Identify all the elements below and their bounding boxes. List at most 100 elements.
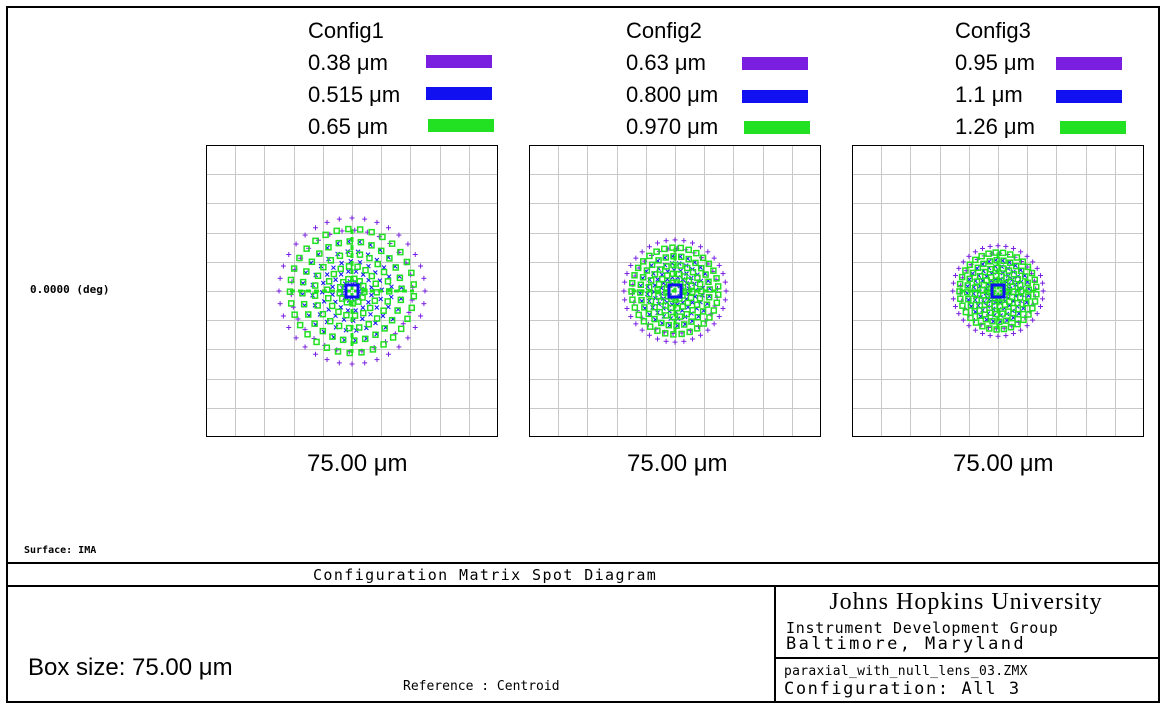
ray-square-marker — [967, 302, 975, 309]
config1-title: Config1 — [308, 18, 384, 43]
spot-center-core — [344, 283, 360, 299]
ray-plus-marker — [277, 301, 283, 307]
spot-panel-config3 — [852, 145, 1144, 437]
ray-x-marker — [330, 284, 335, 290]
ray-square-marker — [1012, 262, 1020, 270]
ray-plus-marker — [374, 219, 380, 225]
ray-square-marker — [658, 319, 665, 327]
ray-square-marker — [958, 273, 966, 281]
ray-plus-marker — [412, 325, 418, 330]
ray-square-marker — [392, 264, 399, 271]
ray-plus-marker — [396, 232, 402, 238]
ray-square-marker — [377, 247, 385, 255]
ray-plus-marker — [412, 252, 418, 257]
ray-x-marker — [360, 316, 365, 322]
ray-plus-marker — [672, 339, 678, 345]
ray-x-marker — [320, 280, 326, 286]
ray-plus-marker — [956, 265, 962, 271]
ray-square-marker — [358, 349, 365, 356]
institution-name: Johns Hopkins University — [829, 589, 1103, 615]
ray-square-marker — [356, 251, 364, 258]
ray-plus-marker — [966, 253, 972, 259]
ray-plus-marker — [1038, 303, 1044, 309]
ray-plus-marker — [655, 336, 661, 342]
ray-square-marker — [335, 239, 343, 247]
ray-plus-marker — [960, 259, 966, 265]
title-row-border — [6, 585, 1160, 587]
ray-square-marker — [1005, 298, 1013, 305]
config3-wavelength-2: 1.1 μm — [955, 82, 1023, 107]
ray-square-marker — [372, 280, 379, 288]
ray-square-marker — [959, 302, 966, 309]
ray-square-marker — [1029, 305, 1036, 312]
ray-square-marker — [659, 275, 666, 283]
ray-square-marker — [360, 309, 367, 317]
config3-swatch-3 — [1060, 121, 1126, 134]
ray-square-marker — [646, 252, 653, 260]
ray-x-marker — [353, 269, 359, 274]
ray-plus-marker — [1003, 333, 1009, 339]
ray-plus-marker — [672, 237, 678, 243]
ray-square-marker — [1023, 299, 1030, 307]
institution-group: Instrument Development Group — [786, 619, 1059, 637]
ray-square-marker — [1003, 274, 1010, 282]
ray-square-marker — [651, 271, 659, 278]
ray-square-marker — [637, 281, 645, 289]
ray-square-marker — [702, 271, 709, 278]
ray-plus-marker — [295, 316, 301, 322]
ray-plus-marker — [313, 225, 318, 231]
ray-square-marker — [973, 278, 981, 285]
ray-square-marker — [965, 295, 972, 303]
ray-plus-marker — [681, 338, 687, 344]
ray-square-marker — [956, 280, 964, 288]
ray-square-marker — [973, 296, 980, 304]
ray-square-marker — [971, 290, 979, 298]
ray-plus-marker — [400, 321, 406, 327]
ray-square-marker — [319, 310, 327, 318]
ray-plus-marker — [418, 263, 424, 269]
ray-square-marker — [1007, 323, 1015, 331]
ray-square-marker — [966, 275, 973, 283]
ray-square-marker — [706, 286, 713, 293]
ray-plus-marker — [302, 232, 308, 238]
ray-square-marker — [647, 277, 655, 284]
ray-square-marker — [355, 324, 363, 331]
ray-plus-marker — [1018, 327, 1024, 333]
ray-square-marker — [1031, 276, 1039, 284]
config3-scale-label: 75.00 μm — [953, 450, 1054, 477]
ray-square-marker — [379, 233, 386, 241]
ray-plus-marker — [1024, 253, 1030, 259]
ray-square-marker — [662, 312, 670, 319]
ray-plus-marker — [722, 279, 728, 285]
ray-square-marker — [354, 263, 361, 271]
ray-square-marker — [974, 264, 982, 272]
ray-plus-marker — [633, 321, 639, 327]
ray-square-marker — [380, 307, 387, 314]
ray-square-marker — [964, 282, 971, 289]
ray-square-marker — [689, 268, 697, 276]
ray-square-marker — [689, 306, 696, 314]
config2-swatch-1 — [742, 57, 808, 70]
config2-scale-label: 75.00 μm — [627, 450, 728, 477]
ray-plus-marker — [349, 361, 355, 367]
ray-square-marker — [350, 337, 358, 344]
ray-square-marker — [676, 313, 684, 320]
spot-center-core — [667, 283, 683, 299]
ray-plus-marker — [280, 263, 286, 269]
ray-square-marker — [397, 296, 405, 304]
ray-x-marker — [374, 305, 380, 310]
ray-square-marker — [291, 311, 298, 318]
ray-square-marker — [287, 300, 295, 307]
ray-square-marker — [329, 333, 336, 340]
ray-square-marker — [656, 308, 663, 316]
ray-square-marker — [673, 322, 680, 329]
ray-square-marker — [380, 268, 388, 276]
ray-plus-marker — [421, 275, 427, 281]
ray-plus-marker — [628, 262, 634, 268]
panel-border — [206, 145, 498, 437]
ray-square-marker — [396, 274, 404, 282]
ray-x-marker — [378, 296, 384, 302]
ray-square-marker — [1024, 279, 1031, 287]
spot-panel-config1 — [206, 145, 498, 437]
ray-square-marker — [631, 304, 639, 311]
